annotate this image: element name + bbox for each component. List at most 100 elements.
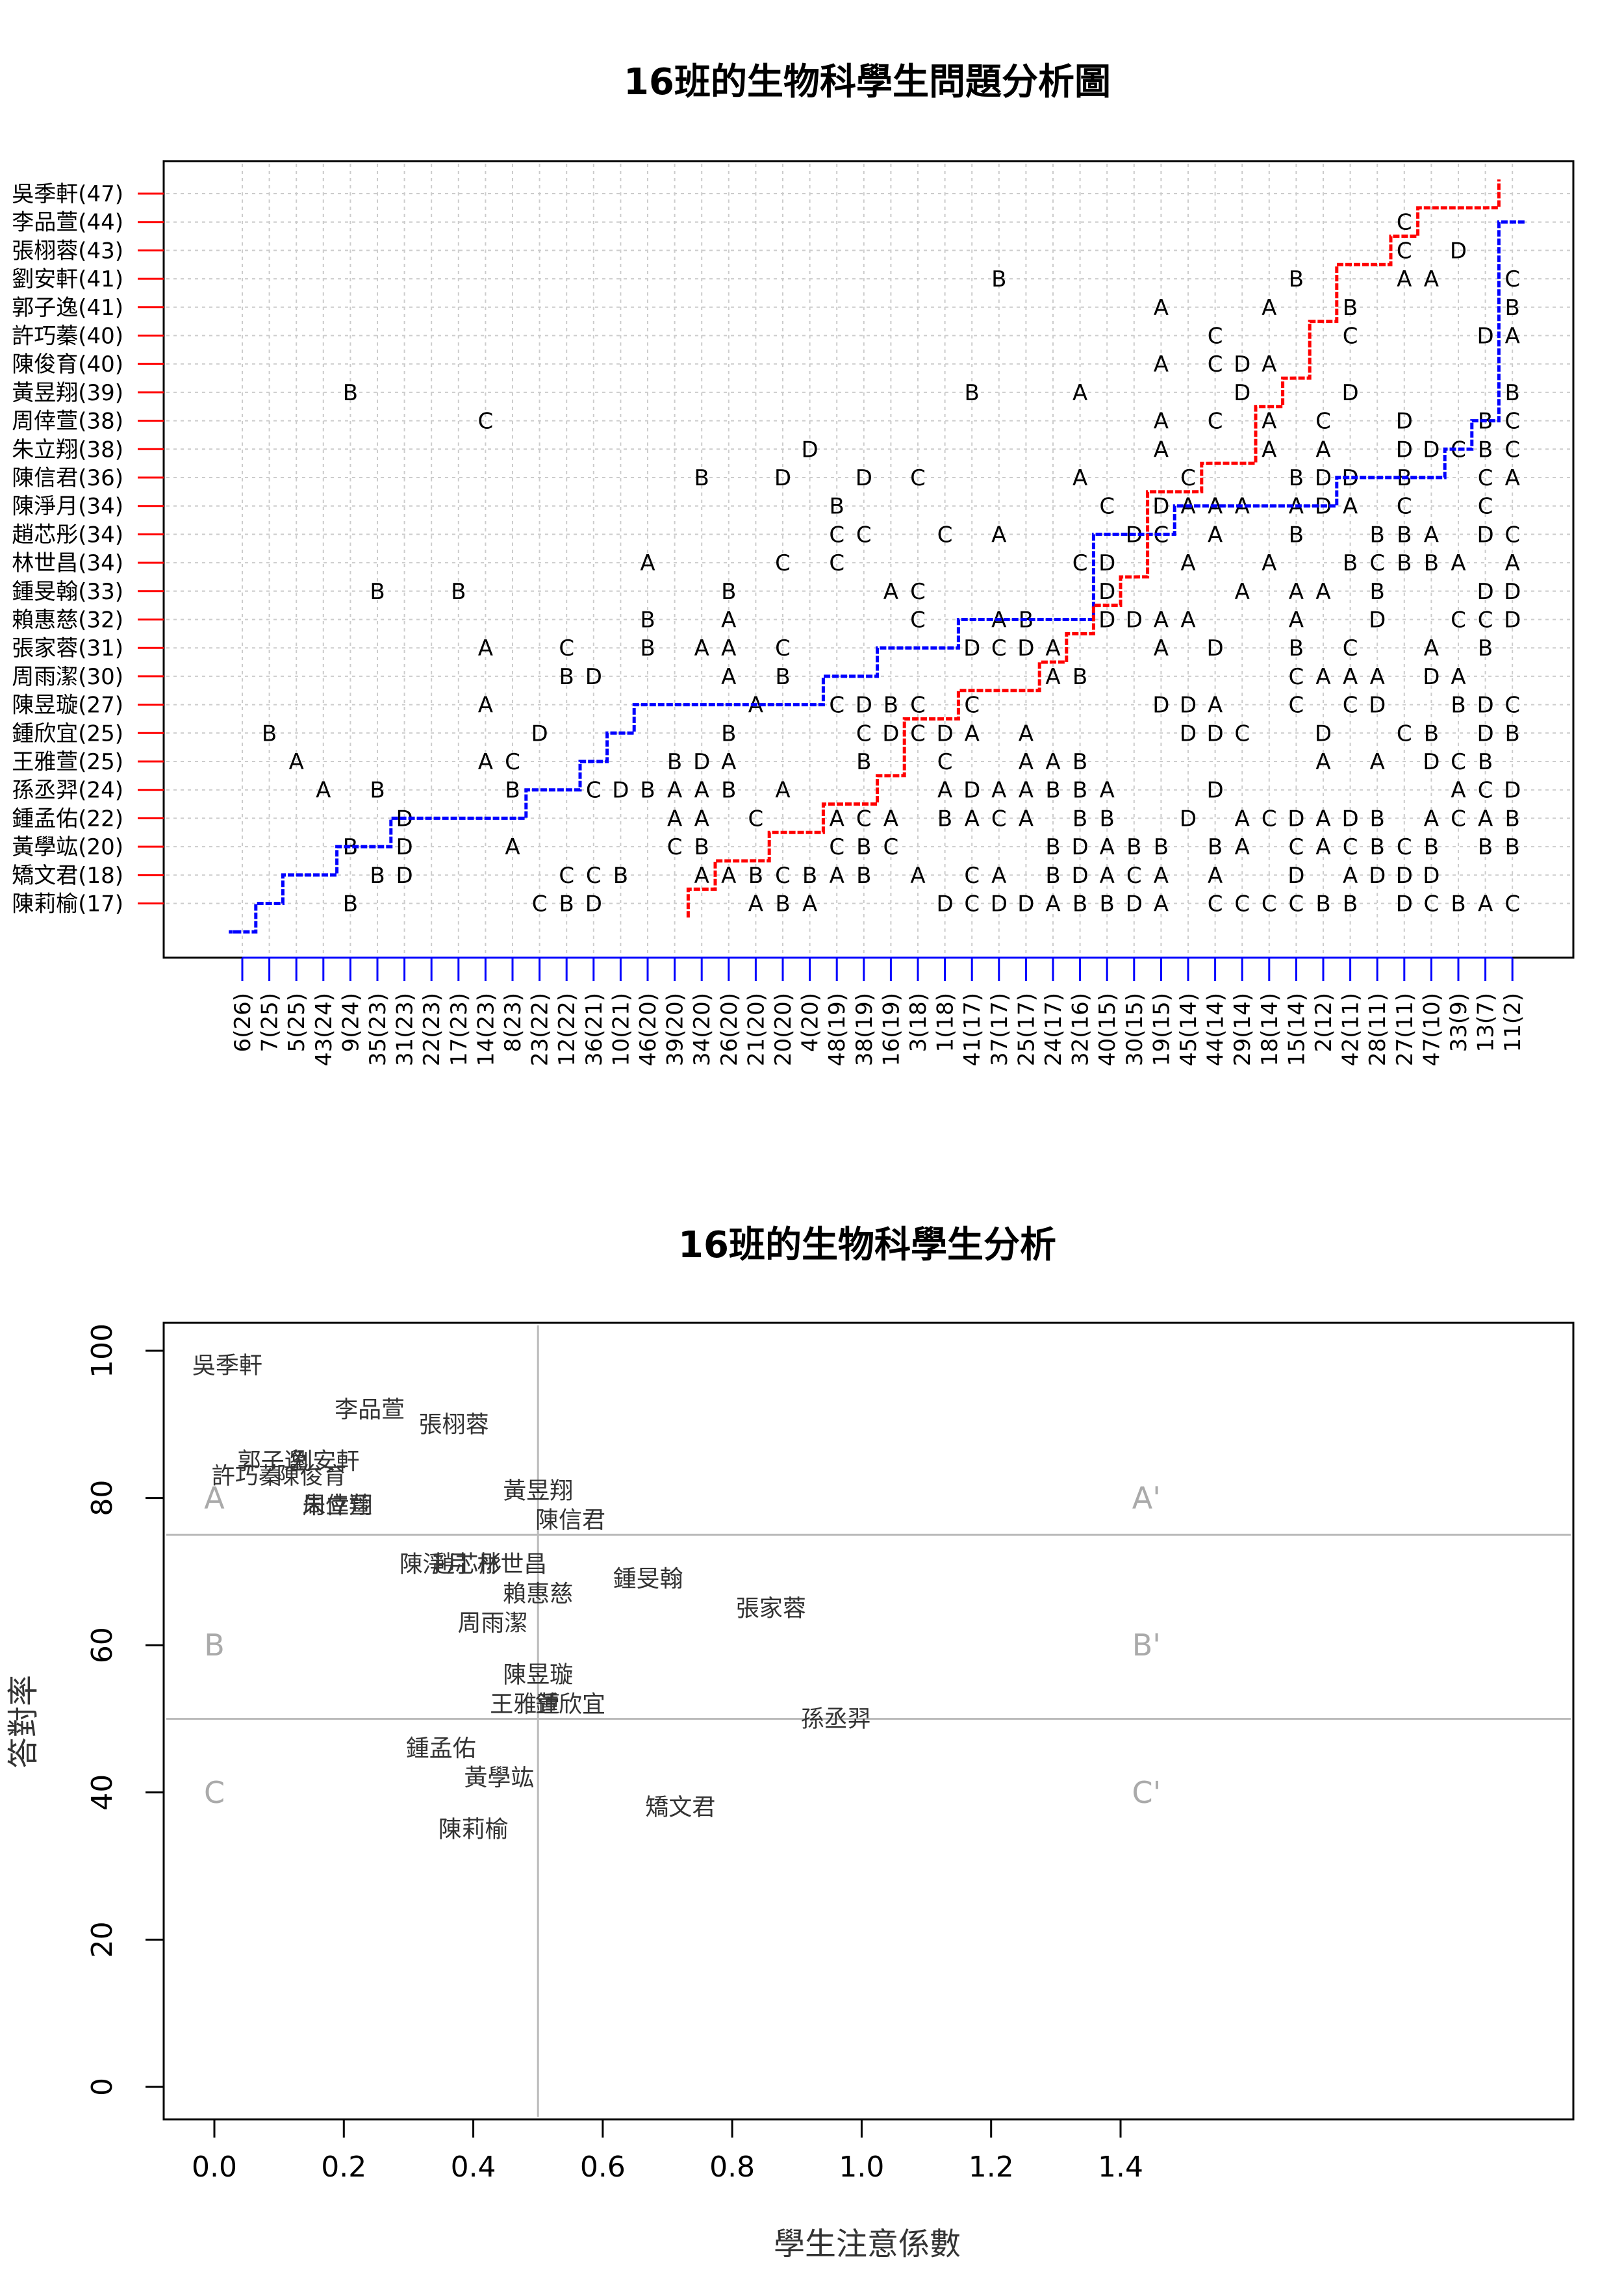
- answer-cell: D: [1396, 863, 1413, 889]
- answer-cell: C: [1397, 238, 1412, 264]
- answer-cell: C: [1504, 409, 1520, 435]
- question-label: 23(22): [527, 993, 553, 1066]
- answer-cell: B: [613, 863, 628, 889]
- answer-cell: C: [1289, 664, 1304, 690]
- answer-cell: C: [505, 749, 520, 775]
- answer-cell: A: [1505, 465, 1520, 491]
- answer-cell: A: [1289, 607, 1304, 633]
- answer-cell: A: [1100, 778, 1115, 804]
- answer-cell: D: [1369, 693, 1386, 719]
- answer-cell: A: [1315, 749, 1330, 775]
- answer-cell: A: [478, 749, 493, 775]
- question-label: 29(14): [1230, 993, 1256, 1066]
- question-label: 47(10): [1419, 993, 1445, 1066]
- question-label: 20(20): [770, 993, 796, 1066]
- answer-cell: B: [1451, 891, 1465, 917]
- answer-cell: D: [396, 834, 413, 860]
- answer-cell: A: [991, 778, 1006, 804]
- student-point-label: 張家蓉: [736, 1596, 806, 1622]
- answer-cell: D: [396, 863, 413, 889]
- student-label: 張家蓉(31): [12, 635, 123, 661]
- answer-cell: D: [1207, 721, 1224, 747]
- answer-cell: D: [1423, 749, 1440, 775]
- answer-cell: D: [1234, 380, 1250, 406]
- answer-cell: D: [1180, 693, 1197, 719]
- answer-cell: D: [1315, 465, 1332, 491]
- answer-cell: B: [721, 721, 736, 747]
- student-label: 林世昌(34): [12, 550, 123, 576]
- question-label: 19(15): [1148, 993, 1174, 1066]
- answer-cell: D: [1126, 607, 1143, 633]
- answer-cell: C: [910, 465, 926, 491]
- answer-cell: C: [559, 863, 574, 889]
- student-label: 劉安軒(41): [12, 266, 123, 292]
- student-point-label: 矯文君: [645, 1794, 715, 1820]
- answer-cell: B: [883, 693, 898, 719]
- answer-cell: B: [1478, 635, 1493, 661]
- answer-cell: D: [1098, 579, 1115, 605]
- answer-cell: C: [775, 550, 791, 576]
- question-label: 17(23): [446, 993, 472, 1066]
- answer-cell: A: [1370, 664, 1385, 690]
- student-point-label: 鍾欣宜: [535, 1691, 605, 1718]
- y-axis: 0 20 40 60 80 100: [86, 1323, 165, 2096]
- answer-cell: C: [1504, 266, 1520, 292]
- answer-cell: B: [1397, 550, 1412, 576]
- answer-cell: A: [1072, 380, 1087, 406]
- question-label: 12(22): [554, 993, 580, 1066]
- answer-cell: A: [1451, 550, 1465, 576]
- question-label: 22(23): [419, 993, 445, 1066]
- answer-cell: B: [262, 721, 277, 747]
- answer-cell: B: [1208, 834, 1223, 860]
- answer-cell: B: [343, 834, 358, 860]
- answer-cell: D: [585, 891, 602, 917]
- answer-cell: B: [1072, 778, 1087, 804]
- question-label: 27(11): [1392, 993, 1418, 1066]
- question-label: 48(19): [824, 993, 850, 1066]
- answer-cell: A: [991, 522, 1006, 548]
- answer-cell: A: [937, 778, 952, 804]
- student-point-label: 朱立翔: [302, 1492, 372, 1519]
- answer-cell: D: [1207, 778, 1224, 804]
- answer-cell: B: [370, 778, 385, 804]
- answer-cell: C: [1262, 806, 1277, 832]
- student-point-label: 黃昱翔: [503, 1477, 573, 1504]
- answer-cell: D: [531, 721, 548, 747]
- answer-cell: C: [586, 778, 602, 804]
- answer-cell: A: [1315, 664, 1330, 690]
- answer-cell: B: [1072, 749, 1087, 775]
- answer-cell: D: [1504, 579, 1521, 605]
- student-point-label: 賴惠慈: [503, 1581, 573, 1607]
- answer-cell: A: [1019, 778, 1034, 804]
- reference-lines: [166, 1325, 1571, 2117]
- student-point-label: 陳俊育: [276, 1463, 346, 1490]
- answer-cell: C: [1478, 607, 1493, 633]
- answer-cell: A: [1154, 607, 1169, 633]
- answer-cell: B: [1315, 891, 1330, 917]
- answer-cell: D: [1017, 891, 1034, 917]
- answer-cell: D: [1477, 693, 1494, 719]
- answer-cell: C: [1478, 778, 1493, 804]
- answer-cell: B: [775, 891, 790, 917]
- student-point-label: 郭子逸: [238, 1448, 308, 1475]
- x-tick-label: 1.2: [969, 2151, 1014, 2184]
- y-tick-label: 0: [86, 2078, 119, 2096]
- student-point-label: 陳信君: [535, 1507, 605, 1534]
- answer-cell: B: [1370, 834, 1385, 860]
- question-label: 7(25): [257, 993, 283, 1052]
- answer-cell: A: [289, 749, 304, 775]
- answer-cell: A: [667, 806, 682, 832]
- answer-cell: C: [478, 409, 494, 435]
- answer-cell: D: [963, 778, 980, 804]
- answer-cell: A: [1154, 295, 1169, 321]
- answer-cell: B: [775, 664, 790, 690]
- answer-cell: C: [1208, 891, 1223, 917]
- answer-cell: C: [1397, 494, 1412, 520]
- answer-cell: A: [694, 806, 709, 832]
- answer-cell: A: [1424, 806, 1439, 832]
- answer-cell: B: [1451, 693, 1465, 719]
- answer-cell: B: [1126, 834, 1141, 860]
- student-label: 黃學竑(20): [12, 834, 123, 860]
- student-label: 郭子逸(41): [12, 295, 123, 321]
- question-label: 1(18): [933, 993, 959, 1052]
